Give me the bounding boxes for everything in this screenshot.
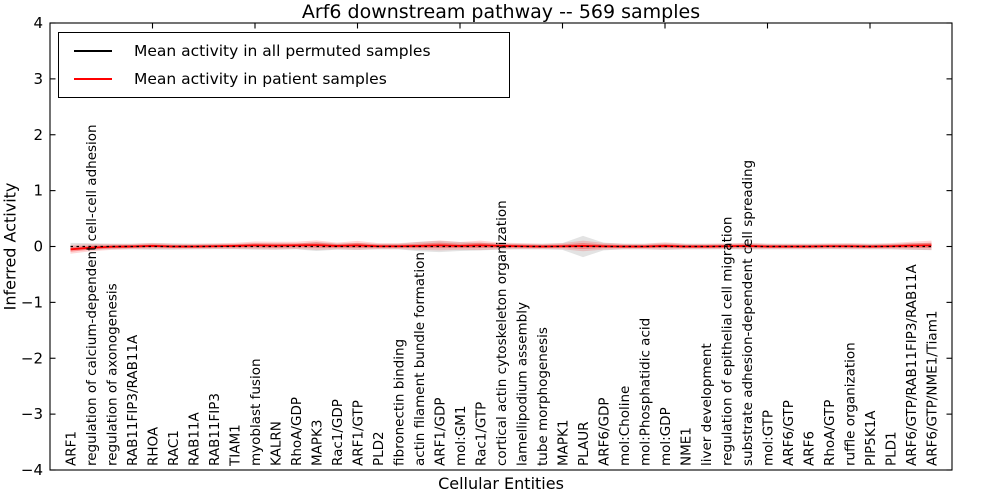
x-category-label: liver development (699, 343, 715, 466)
legend-label-patient: Mean activity in patient samples (134, 69, 387, 88)
x-category-label: RAC1 (166, 430, 182, 466)
x-category-label: mol:Phosphatidic acid (638, 318, 654, 466)
x-category-label: RHOA (146, 426, 162, 466)
x-category-label: mol:GM1 (453, 406, 469, 466)
x-category-label: RAB11FIP3 (207, 393, 223, 466)
x-category-label: regulation of epithelial cell migration (720, 217, 736, 466)
y-tick-label: −4 (21, 461, 43, 479)
x-category-label: ARF6/GTP/NME1/Tiam1 (925, 311, 941, 466)
x-category-label: PLD1 (884, 431, 900, 466)
x-category-label: mol:Choline (617, 386, 633, 466)
x-category-label: KALRN (269, 421, 285, 466)
x-category-label: RhoA/GDP (289, 397, 305, 466)
y-tick-label: 4 (33, 14, 43, 32)
permuted-line-swatch (74, 50, 112, 53)
y-tick-label: 0 (33, 238, 43, 256)
x-category-label: ARF1/GTP (351, 400, 367, 466)
x-category-label: ARF6/GDP (597, 397, 613, 466)
x-category-label: RAB11FIP3/RAB11A (125, 334, 141, 466)
x-axis-label: Cellular Entities (438, 474, 564, 493)
y-tick-label: −3 (21, 405, 43, 423)
y-axis-label: Inferred Activity (0, 182, 20, 311)
x-category-label: fibronectin binding (392, 339, 408, 466)
x-category-label: substrate adhesion-dependent cell spread… (740, 160, 756, 466)
patient-mean-line (70, 244, 932, 251)
x-category-label: actin filament bundle formation (412, 252, 428, 466)
x-category-label: mol:GTP (761, 410, 777, 466)
y-tick-label: 2 (33, 126, 43, 144)
x-category-label: MAPK3 (310, 420, 326, 466)
x-category-label: ARF1 (64, 431, 80, 466)
x-category-label: regulation of axonogenesis (105, 283, 121, 466)
x-category-label: ARF1/GDP (433, 397, 449, 466)
x-category-label: Rac1/GTP (474, 402, 490, 466)
x-category-label: PLAUR (576, 422, 592, 466)
x-category-label: ARF6/GTP (781, 400, 797, 466)
x-category-label: RhoA/GTP (822, 400, 838, 466)
x-category-label: myoblast fusion (248, 358, 264, 466)
patient-line-swatch (74, 77, 112, 80)
x-category-label: regulation of calcium-dependent cell-cel… (84, 124, 100, 466)
x-category-label: lamellipodium assembly (515, 302, 531, 466)
x-category-label: NME1 (679, 427, 695, 466)
x-category-label: Rac1/GDP (330, 399, 346, 466)
legend-entry-permuted: Mean activity in all permuted samples (59, 42, 509, 60)
legend-label-permuted: Mean activity in all permuted samples (134, 42, 431, 61)
y-tick-label: −1 (21, 293, 43, 311)
x-category-label: MAPK1 (556, 420, 572, 466)
x-category-label: TIAM1 (228, 424, 244, 467)
x-category-label: ruffle organization (843, 342, 859, 466)
y-tick-label: −2 (21, 349, 43, 367)
legend: Mean activity in all permuted samples Me… (58, 32, 510, 98)
x-category-label: ARF6/GTP/RAB11FIP3/RAB11A (904, 264, 920, 466)
legend-entry-patient: Mean activity in patient samples (59, 70, 509, 88)
x-category-label: PIP5K1A (863, 410, 879, 466)
chart-title: Arf6 downstream pathway -- 569 samples (301, 1, 701, 23)
x-category-label: PLD2 (371, 431, 387, 466)
x-category-label: RAB11A (187, 411, 203, 466)
x-category-label: tube morphogenesis (535, 327, 551, 466)
y-tick-label: 1 (33, 182, 43, 200)
patient-std-band-outer (70, 240, 932, 254)
x-category-label: mol:GDP (658, 407, 674, 466)
x-category-label: ARF6 (802, 431, 818, 466)
y-tick-label: 3 (33, 70, 43, 88)
x-category-label: cortical actin cytoskeleton organization (494, 200, 510, 466)
